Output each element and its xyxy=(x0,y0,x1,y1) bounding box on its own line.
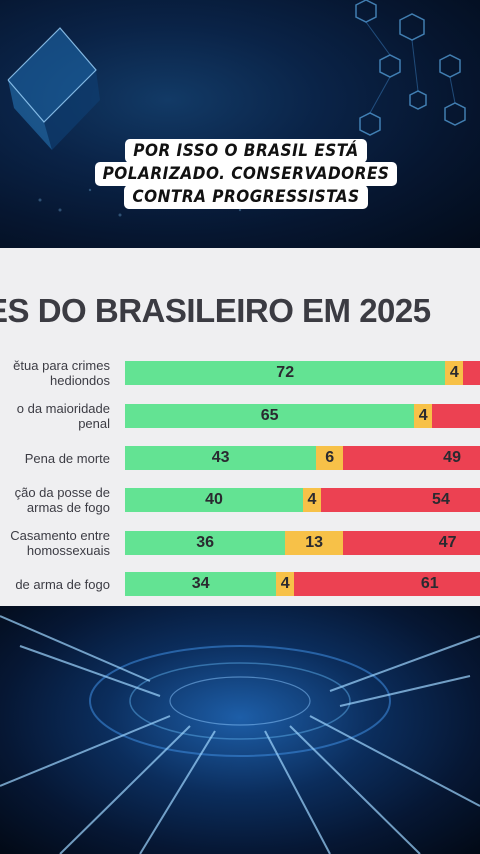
bar-segment-favor: 72 xyxy=(125,361,446,385)
bar-segment-favor: 40 xyxy=(125,488,303,512)
bar-segment-neutral: 4 xyxy=(414,404,433,428)
bar-segment-neutral: 4 xyxy=(303,488,321,512)
category-label: ção da posse de armas de fogo xyxy=(14,485,110,515)
chart-panel: ES DO BRASILEIRO EM 2025 ětua para crime… xyxy=(0,248,480,606)
overlay-caption: POR ISSO O BRASIL ESTÁ POLARIZADO. CONSE… xyxy=(94,139,398,209)
bar-row: 36 13 47 xyxy=(125,531,480,555)
tunnel-light-decoration xyxy=(0,615,480,854)
background-top xyxy=(0,0,480,250)
bar-segment-neutral: 4 xyxy=(276,572,295,596)
glass-cube-icon xyxy=(7,27,100,150)
tech-hexagon-decoration xyxy=(7,0,466,217)
category-label: Pena de morte xyxy=(24,450,110,466)
bar-segment-contra xyxy=(463,361,480,385)
category-label: Casamento entre homossexuais xyxy=(10,528,110,558)
bar-row: 43 6 49 xyxy=(125,446,480,470)
caption-line-3: CONTRA PROGRESSISTAS xyxy=(124,185,368,209)
bar-row: 34 4 61 xyxy=(125,572,480,596)
bar-segment-contra: 47 xyxy=(343,531,480,555)
bar-segment-neutral: 13 xyxy=(285,531,344,555)
bar-segment-contra xyxy=(432,404,480,428)
category-label: ětua para crimes hediondos xyxy=(13,358,110,388)
bar-segment-neutral: 4 xyxy=(445,361,464,385)
caption-line-2: POLARIZADO. CONSERVADORES xyxy=(94,162,398,186)
category-label: o da maioridade penal xyxy=(16,401,110,431)
caption-line-1: POR ISSO O BRASIL ESTÁ xyxy=(125,139,367,163)
bar-segment-contra: 54 xyxy=(320,488,480,512)
bar-segment-contra: 61 xyxy=(294,572,480,596)
chart-title: ES DO BRASILEIRO EM 2025 xyxy=(0,292,431,329)
category-label: de arma de fogo xyxy=(15,576,110,592)
bar-segment-favor: 36 xyxy=(125,531,286,555)
bar-row: 40 4 54 xyxy=(125,488,480,512)
bar-segment-favor: 65 xyxy=(125,404,415,428)
background-bottom xyxy=(0,606,480,854)
bar-segment-neutral: 6 xyxy=(316,446,344,470)
bar-segment-contra: 49 xyxy=(343,446,480,470)
bar-row: 72 4 xyxy=(125,361,480,385)
bar-segment-favor: 43 xyxy=(125,446,317,470)
bar-segment-favor: 34 xyxy=(125,572,277,596)
bar-row: 65 4 xyxy=(125,404,480,428)
